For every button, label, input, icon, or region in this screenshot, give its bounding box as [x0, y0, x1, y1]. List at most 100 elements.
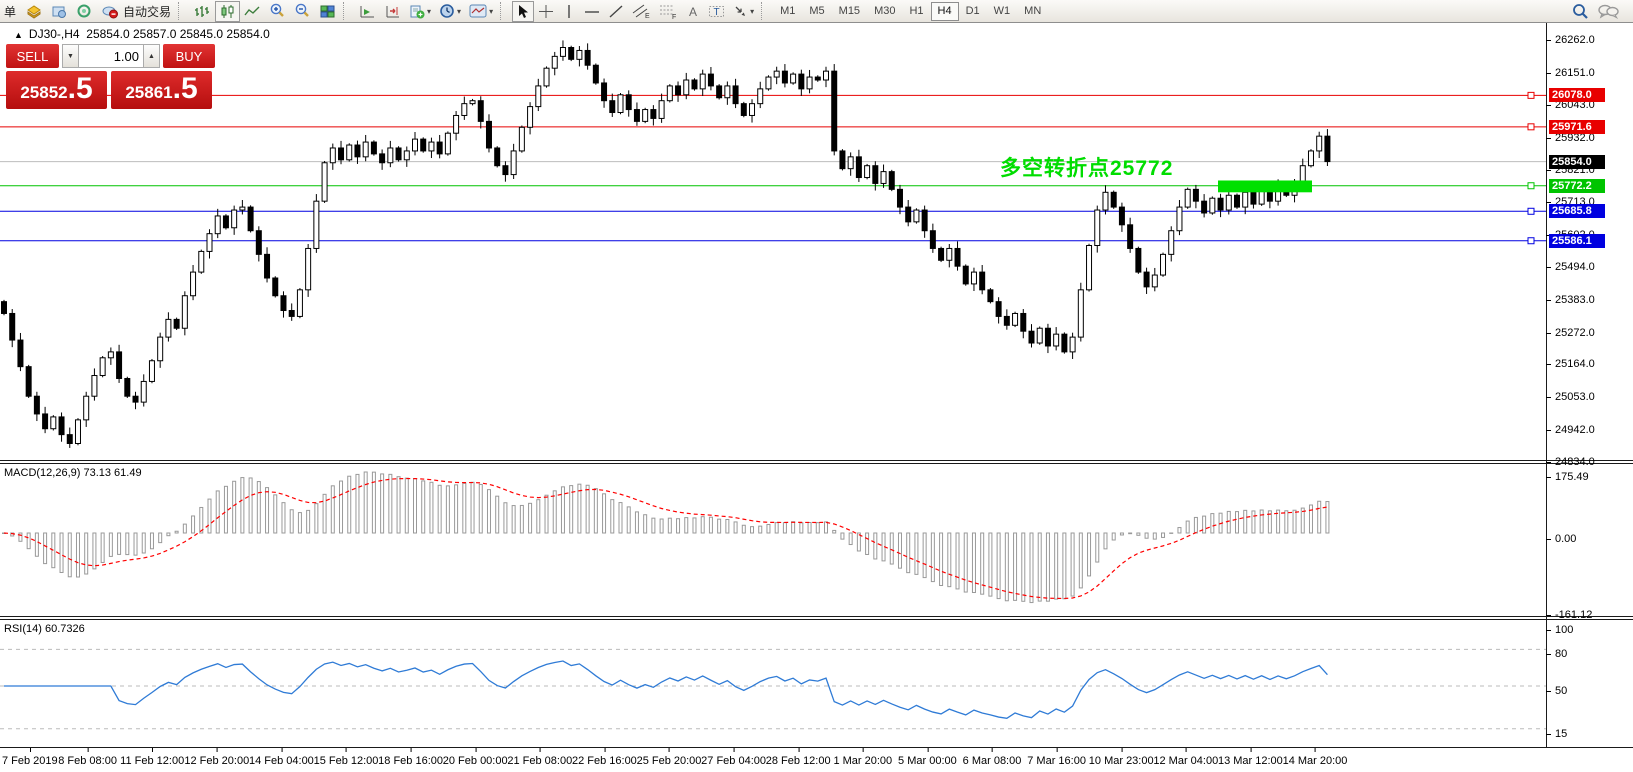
candlestick[interactable] [1102, 191, 1109, 211]
candlestick[interactable] [173, 318, 180, 329]
candlestick[interactable] [329, 147, 336, 164]
price-axis[interactable]: 26262.0 26151.0 26043.0 25932.0 25821.0 25713… [1545, 23, 1633, 758]
new-chart-button[interactable]: ▾ [405, 1, 435, 22]
candlestick[interactable] [1151, 274, 1158, 288]
candlestick[interactable] [1168, 230, 1175, 255]
candlestick[interactable] [477, 100, 484, 122]
candlestick[interactable] [1044, 327, 1051, 347]
volume-decrease-button[interactable]: ▼ [62, 44, 79, 68]
candlestick[interactable] [157, 336, 164, 362]
candlestick[interactable] [1012, 312, 1019, 326]
candlestick[interactable] [987, 289, 994, 303]
candlestick[interactable] [510, 150, 517, 176]
candlestick[interactable] [436, 141, 443, 155]
candlestick-chart[interactable] [0, 23, 1546, 460]
candlestick[interactable] [296, 289, 303, 317]
candlestick[interactable] [872, 165, 879, 184]
time-axis[interactable]: 7 Feb 2019 8 Feb 08:00 11 Feb 12:00 12 Feb … [0, 747, 1633, 772]
candlestick[interactable] [222, 215, 229, 229]
candlestick[interactable] [839, 150, 846, 170]
candlestick[interactable] [921, 209, 928, 232]
candlestick[interactable] [970, 271, 977, 285]
candlestick[interactable] [25, 366, 32, 397]
candlestick[interactable] [823, 70, 829, 81]
candlestick[interactable] [198, 250, 205, 273]
label-tool-icon[interactable]: T [704, 1, 729, 22]
candlestick[interactable] [1209, 197, 1216, 214]
candlestick[interactable] [387, 147, 394, 164]
candlestick[interactable] [995, 301, 1002, 317]
candlestick[interactable] [732, 85, 739, 105]
candlestick[interactable] [354, 144, 361, 158]
text-tool-icon[interactable]: A [682, 1, 704, 22]
candlestick[interactable] [1053, 333, 1060, 347]
candlestick[interactable] [91, 375, 98, 397]
candlestick[interactable] [58, 416, 65, 436]
candlestick[interactable] [527, 106, 534, 128]
candlestick[interactable] [938, 247, 945, 261]
candlestick[interactable] [74, 419, 81, 444]
line-chart-icon[interactable] [240, 1, 265, 22]
candlestick[interactable] [765, 76, 772, 90]
candlestick[interactable] [412, 138, 418, 152]
candlestick[interactable] [675, 85, 682, 96]
candlestick[interactable] [116, 351, 123, 379]
candlestick[interactable] [239, 206, 246, 211]
candlestick[interactable] [691, 79, 698, 90]
candlestick[interactable] [683, 79, 690, 96]
candlestick[interactable] [1020, 312, 1027, 332]
candlestick[interactable] [165, 318, 172, 338]
candlestick[interactable] [1094, 209, 1101, 246]
market-watch-icon[interactable] [22, 1, 47, 22]
candlestick[interactable] [913, 209, 920, 223]
buy-button[interactable]: BUY [163, 44, 215, 68]
candlestick[interactable] [707, 73, 714, 87]
candlestick[interactable] [699, 73, 706, 90]
periods-button[interactable]: ▾ [435, 1, 465, 22]
candlestick[interactable] [535, 85, 542, 108]
cursor-tool-icon[interactable] [512, 0, 535, 22]
candlestick[interactable] [1135, 247, 1142, 273]
equidistant-channel-tool-icon[interactable]: E [628, 1, 655, 22]
vertical-line-tool-icon[interactable] [558, 1, 580, 22]
timeframe-h4[interactable]: H4 [930, 1, 959, 21]
zoom-out-icon[interactable] [290, 1, 315, 22]
candlestick[interactable] [1184, 188, 1191, 208]
rsi-panel[interactable] [0, 620, 1546, 747]
candlestick[interactable] [954, 247, 961, 267]
candlestick[interactable] [584, 49, 591, 66]
candlestick[interactable] [1077, 289, 1084, 338]
timeframe-d1[interactable]: D1 [965, 5, 980, 17]
auto-scroll-icon[interactable] [355, 1, 380, 22]
candlestick[interactable] [855, 156, 862, 179]
candlestick[interactable] [247, 206, 254, 232]
candlestick[interactable] [642, 109, 649, 122]
candlestick[interactable] [905, 206, 912, 223]
candlestick[interactable] [543, 67, 550, 87]
candlestick[interactable] [740, 103, 747, 116]
candlestick[interactable] [132, 395, 139, 403]
candlestick[interactable] [1176, 206, 1183, 232]
data-window-icon[interactable] [72, 1, 97, 22]
candlestick[interactable] [1086, 244, 1093, 291]
volume-increase-button[interactable]: ▲ [143, 44, 160, 68]
timeframe-w1[interactable]: W1 [993, 5, 1011, 17]
candlestick[interactable] [255, 230, 262, 255]
timeframe-m5[interactable]: M5 [809, 5, 825, 17]
candlestick[interactable] [773, 70, 780, 78]
arrows-tool-button[interactable]: ▾ [729, 1, 758, 22]
candlestick[interactable] [1324, 135, 1331, 163]
candlestick[interactable] [17, 339, 24, 368]
candlestick[interactable] [781, 70, 788, 84]
candlestick[interactable] [1028, 330, 1035, 344]
candlestick[interactable] [1, 301, 7, 314]
candlestick[interactable] [461, 103, 468, 116]
candlestick[interactable] [1242, 191, 1249, 208]
candlestick[interactable] [107, 351, 114, 359]
candlestick[interactable] [592, 64, 599, 84]
candlestick[interactable] [864, 165, 871, 179]
timeframe-h1[interactable]: H1 [909, 5, 924, 17]
candlestick[interactable] [502, 165, 509, 176]
candlestick[interactable] [609, 100, 616, 114]
candlestick[interactable] [1061, 333, 1068, 353]
